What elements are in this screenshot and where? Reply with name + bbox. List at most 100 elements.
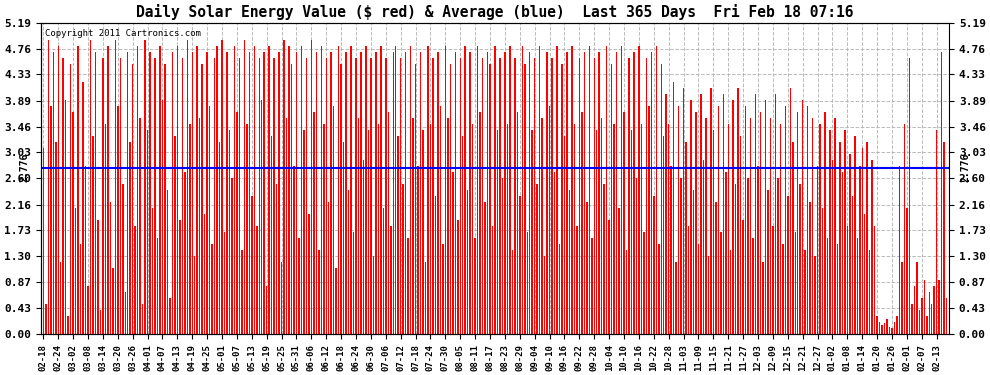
Bar xyxy=(539,46,541,334)
Bar xyxy=(253,46,255,334)
Bar xyxy=(586,202,587,334)
Bar xyxy=(752,238,753,334)
Bar xyxy=(132,64,134,334)
Bar xyxy=(303,130,305,334)
Bar xyxy=(341,64,342,334)
Bar xyxy=(462,136,463,334)
Bar xyxy=(201,64,203,334)
Bar xyxy=(459,58,461,334)
Bar xyxy=(551,58,552,334)
Bar xyxy=(708,256,709,334)
Bar xyxy=(117,106,119,334)
Bar xyxy=(125,292,126,334)
Bar xyxy=(725,172,727,334)
Bar xyxy=(454,52,456,334)
Bar xyxy=(95,52,96,334)
Bar xyxy=(397,136,399,334)
Bar xyxy=(735,184,737,334)
Bar xyxy=(728,124,729,334)
Bar xyxy=(251,196,252,334)
Bar xyxy=(171,52,173,334)
Bar xyxy=(166,190,168,334)
Bar xyxy=(802,100,804,334)
Bar xyxy=(594,58,595,334)
Bar xyxy=(688,226,689,334)
Bar xyxy=(715,202,717,334)
Bar xyxy=(581,112,582,334)
Bar xyxy=(583,52,585,334)
Bar xyxy=(149,52,150,334)
Bar xyxy=(611,64,613,334)
Bar xyxy=(375,52,376,334)
Bar xyxy=(639,46,640,334)
Bar xyxy=(293,166,295,334)
Bar xyxy=(70,64,71,334)
Bar xyxy=(100,310,101,334)
Bar xyxy=(909,58,910,334)
Bar xyxy=(517,112,518,334)
Bar xyxy=(940,52,942,334)
Bar xyxy=(929,292,930,334)
Bar xyxy=(578,58,580,334)
Bar xyxy=(629,58,630,334)
Bar xyxy=(601,118,603,334)
Bar xyxy=(619,208,620,334)
Bar xyxy=(316,52,317,334)
Bar xyxy=(762,262,763,334)
Bar xyxy=(268,46,270,334)
Bar xyxy=(80,244,81,334)
Bar xyxy=(764,100,766,334)
Bar xyxy=(212,244,213,334)
Bar xyxy=(606,46,608,334)
Bar xyxy=(509,46,511,334)
Bar xyxy=(502,178,503,334)
Bar xyxy=(663,136,664,334)
Bar xyxy=(926,316,928,334)
Bar xyxy=(343,142,345,334)
Bar xyxy=(85,166,86,334)
Bar xyxy=(864,214,865,334)
Bar xyxy=(507,124,508,334)
Bar xyxy=(323,124,325,334)
Bar xyxy=(889,327,890,334)
Bar xyxy=(209,106,210,334)
Bar xyxy=(331,52,332,334)
Bar xyxy=(443,244,444,334)
Bar xyxy=(556,46,557,334)
Bar xyxy=(50,106,51,334)
Bar xyxy=(537,184,538,334)
Bar xyxy=(563,136,565,334)
Bar xyxy=(318,250,320,334)
Bar xyxy=(785,106,786,334)
Bar xyxy=(645,58,647,334)
Bar xyxy=(830,130,831,334)
Bar xyxy=(856,238,858,334)
Bar xyxy=(273,58,275,334)
Bar xyxy=(355,58,356,334)
Bar xyxy=(842,172,843,334)
Bar xyxy=(894,322,895,334)
Bar xyxy=(65,100,66,334)
Bar xyxy=(514,58,516,334)
Bar xyxy=(90,40,91,334)
Bar xyxy=(176,46,178,334)
Bar xyxy=(723,94,724,334)
Bar xyxy=(713,130,714,334)
Bar xyxy=(596,130,598,334)
Bar xyxy=(352,232,354,334)
Bar xyxy=(566,52,567,334)
Bar xyxy=(886,319,888,334)
Bar xyxy=(695,112,697,334)
Bar xyxy=(738,88,739,334)
Bar xyxy=(685,142,687,334)
Bar xyxy=(542,118,543,334)
Bar xyxy=(186,40,188,334)
Bar xyxy=(795,232,796,334)
Bar xyxy=(668,124,669,334)
Bar xyxy=(266,286,267,334)
Bar xyxy=(67,316,69,334)
Bar xyxy=(400,58,402,334)
Bar xyxy=(641,124,643,334)
Bar xyxy=(242,250,243,334)
Bar xyxy=(296,52,297,334)
